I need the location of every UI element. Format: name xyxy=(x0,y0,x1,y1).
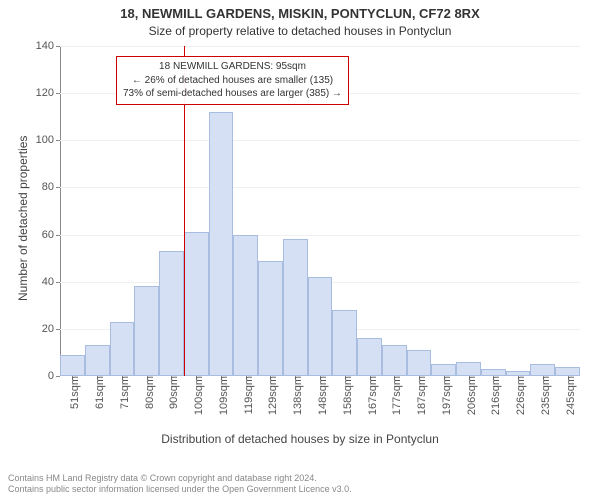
ytick-label: 0 xyxy=(48,370,60,382)
xtick-label: 177sqm xyxy=(385,376,403,415)
xtick-label: 138sqm xyxy=(286,376,304,415)
xtick-label: 109sqm xyxy=(212,376,230,415)
ytick-label: 100 xyxy=(36,134,60,146)
histogram-bar xyxy=(530,364,555,376)
histogram-bar xyxy=(283,239,308,376)
xtick-label: 129sqm xyxy=(261,376,279,415)
histogram-bar xyxy=(555,367,580,376)
ytick-label: 120 xyxy=(36,87,60,99)
histogram-bar xyxy=(60,355,85,376)
xtick-label: 216sqm xyxy=(484,376,502,415)
plot-area: 02040608010012014051sqm61sqm71sqm80sqm90… xyxy=(60,46,580,376)
grid-line xyxy=(60,235,580,236)
xtick-label: 71sqm xyxy=(113,376,131,409)
xtick-label: 90sqm xyxy=(162,376,180,409)
xtick-label: 245sqm xyxy=(559,376,577,415)
y-axis-line xyxy=(60,46,61,376)
histogram-bar xyxy=(134,286,159,376)
ytick-label: 40 xyxy=(42,276,60,288)
annotation-box: 18 NEWMILL GARDENS: 95sqm← 26% of detach… xyxy=(116,56,349,105)
xtick-label: 51sqm xyxy=(63,376,81,409)
histogram-bar xyxy=(85,345,110,376)
grid-line xyxy=(60,187,580,188)
chart-title-sub: Size of property relative to detached ho… xyxy=(0,24,600,38)
xtick-label: 158sqm xyxy=(336,376,354,415)
footer-line-2: Contains public sector information licen… xyxy=(8,484,352,496)
y-axis-label: Number of detached properties xyxy=(16,136,30,301)
histogram-bar xyxy=(110,322,135,376)
histogram-bar xyxy=(258,261,283,377)
histogram-bar xyxy=(184,232,209,376)
xtick-label: 226sqm xyxy=(509,376,527,415)
ytick-label: 60 xyxy=(42,229,60,241)
annotation-line-2: ← 26% of detached houses are smaller (13… xyxy=(123,74,342,88)
xtick-label: 187sqm xyxy=(410,376,428,415)
histogram-bar xyxy=(233,235,258,376)
histogram-bar xyxy=(332,310,357,376)
annotation-line-1: 18 NEWMILL GARDENS: 95sqm xyxy=(123,60,342,74)
ytick-label: 140 xyxy=(36,40,60,52)
histogram-bar xyxy=(382,345,407,376)
chart-container: 18, NEWMILL GARDENS, MISKIN, PONTYCLUN, … xyxy=(0,0,600,500)
ytick-label: 20 xyxy=(42,323,60,335)
xtick-label: 100sqm xyxy=(187,376,205,415)
xtick-label: 148sqm xyxy=(311,376,329,415)
histogram-bar xyxy=(209,112,234,376)
annotation-line-3: 73% of semi-detached houses are larger (… xyxy=(123,87,342,101)
histogram-bar xyxy=(431,364,456,376)
histogram-bar xyxy=(456,362,481,376)
x-axis-label: Distribution of detached houses by size … xyxy=(0,432,600,446)
xtick-label: 167sqm xyxy=(361,376,379,415)
ytick-label: 80 xyxy=(42,181,60,193)
chart-title-main: 18, NEWMILL GARDENS, MISKIN, PONTYCLUN, … xyxy=(0,6,600,21)
xtick-label: 206sqm xyxy=(460,376,478,415)
histogram-bar xyxy=(357,338,382,376)
footer-attribution: Contains HM Land Registry data © Crown c… xyxy=(8,473,352,496)
xtick-label: 61sqm xyxy=(88,376,106,409)
histogram-bar xyxy=(407,350,432,376)
grid-line xyxy=(60,140,580,141)
histogram-bar xyxy=(481,369,506,376)
footer-line-1: Contains HM Land Registry data © Crown c… xyxy=(8,473,352,485)
histogram-bar xyxy=(159,251,184,376)
grid-line xyxy=(60,46,580,47)
xtick-label: 80sqm xyxy=(138,376,156,409)
xtick-label: 235sqm xyxy=(534,376,552,415)
xtick-label: 119sqm xyxy=(237,376,255,414)
histogram-bar xyxy=(308,277,333,376)
xtick-label: 197sqm xyxy=(435,376,453,415)
